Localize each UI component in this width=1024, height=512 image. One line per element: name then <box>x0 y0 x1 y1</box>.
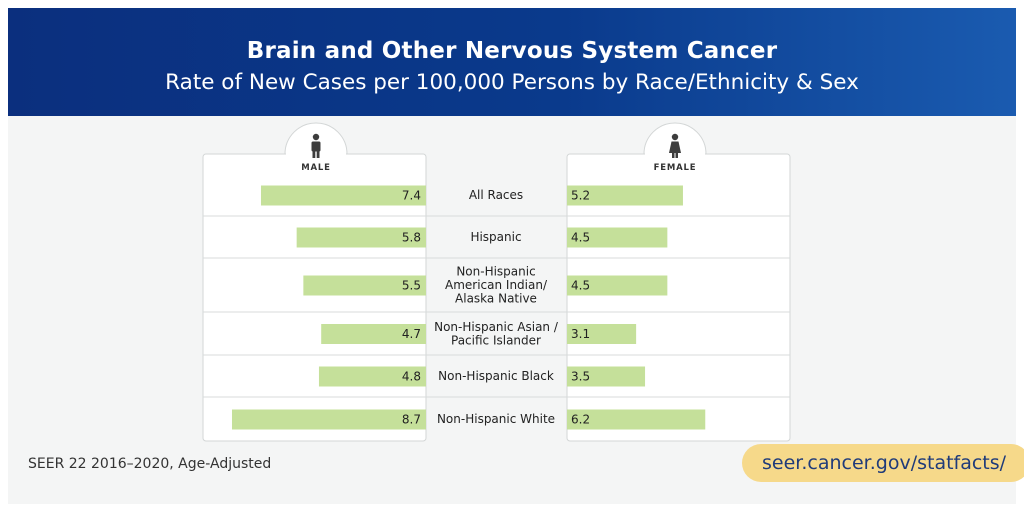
category-label: Hispanic <box>470 230 521 244</box>
male-value-label: 8.7 <box>402 413 421 427</box>
source-note: SEER 22 2016–2020, Age-Adjusted <box>28 456 272 472</box>
female-value-label: 5.2 <box>571 189 590 203</box>
category-label: Non-Hispanic American Indian/Alaska Nativ… <box>445 265 548 306</box>
male-bar <box>303 275 426 296</box>
female-tab-seam <box>645 152 705 156</box>
male-value-label: 5.5 <box>402 279 421 293</box>
male-label: MALE <box>301 163 330 173</box>
female-person-icon <box>669 133 681 158</box>
female-label: FEMALE <box>654 163 697 173</box>
female-bar <box>567 185 683 206</box>
chart-title: Brain and Other Nervous System Cancer <box>246 38 778 64</box>
female-bar <box>567 409 706 430</box>
male-person-icon <box>311 133 321 158</box>
male-tab-seam <box>286 152 346 156</box>
female-value-label: 4.5 <box>571 231 590 245</box>
female-bar <box>567 275 668 296</box>
icon-leg <box>316 150 320 158</box>
male-value-label: 4.8 <box>402 370 421 384</box>
icon-body <box>311 141 321 152</box>
icon-leg <box>672 152 675 158</box>
female-bar <box>567 227 668 248</box>
female-value-label: 6.2 <box>571 413 590 427</box>
male-bar <box>321 324 426 344</box>
icon-leg <box>312 150 316 158</box>
category-label: Non-Hispanic White <box>437 412 555 426</box>
male-bar <box>296 227 426 248</box>
male-bar <box>260 185 426 206</box>
male-bar <box>318 366 426 387</box>
statfacts-link[interactable]: seer.cancer.gov/statfacts/ <box>742 444 1024 482</box>
male-value-label: 5.8 <box>402 231 421 245</box>
female-value-label: 4.5 <box>571 279 590 293</box>
female-value-label: 3.5 <box>571 370 590 384</box>
male-bar <box>231 409 426 430</box>
header-banner: Brain and Other Nervous System Cancer Ra… <box>8 8 1016 116</box>
icon-dress <box>669 141 681 153</box>
icon-head <box>312 133 320 141</box>
category-label: All Races <box>469 188 523 202</box>
female-bar <box>567 366 646 387</box>
category-label: Non-Hispanic Black <box>438 369 554 383</box>
chart-subtitle: Rate of New Cases per 100,000 Persons by… <box>165 70 859 95</box>
icon-leg <box>675 152 678 158</box>
male-value-label: 4.7 <box>402 327 421 341</box>
icon-head <box>671 133 679 141</box>
female-value-label: 3.1 <box>571 327 590 341</box>
female-bar <box>567 324 637 344</box>
male-value-label: 7.4 <box>402 189 421 203</box>
category-label: Non-Hispanic Asian / Pacific Islander <box>434 320 559 348</box>
